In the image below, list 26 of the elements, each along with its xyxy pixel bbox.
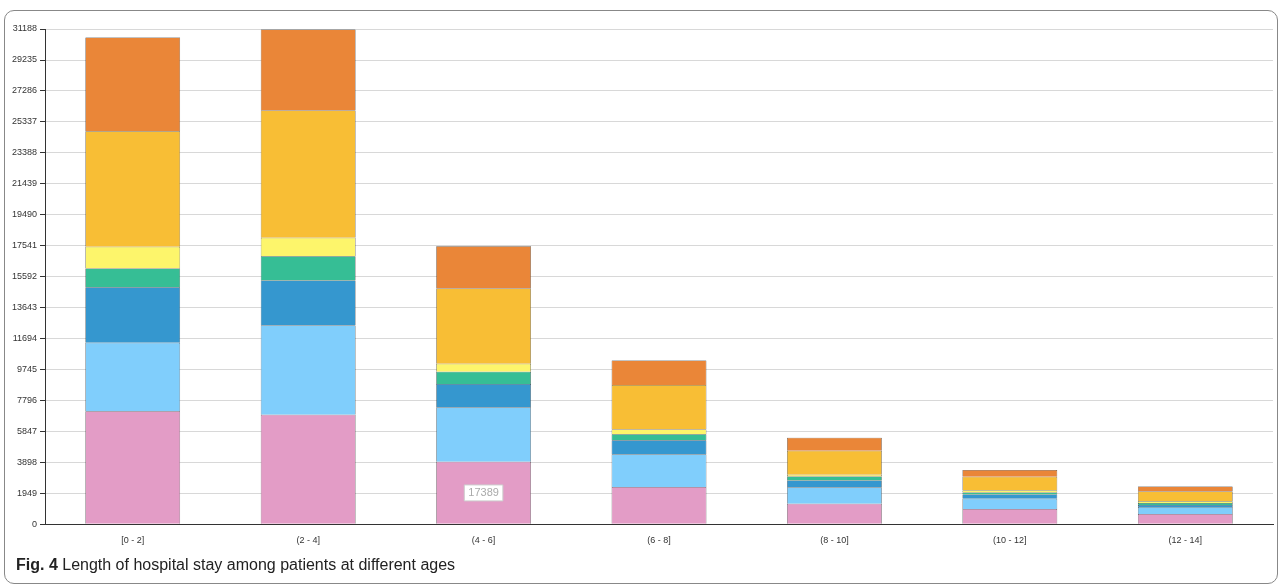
x-tick-label: (2 - 4] [296, 535, 320, 546]
x-tick-label: (4 - 6] [471, 535, 496, 546]
y-tick-label: 7796 [17, 394, 38, 405]
y-tick-label: 1949 [17, 487, 38, 498]
y-tick-label: 9745 [17, 363, 38, 374]
y-tick-label: 31188 [12, 23, 38, 34]
y-tick-label: 17541 [12, 240, 38, 251]
y-tick-label: 0 [32, 518, 38, 529]
y-tick-label: 23388 [12, 147, 38, 158]
y-tick-label: 11694 [12, 333, 38, 344]
y-tick-label: 3898 [17, 456, 38, 467]
y-tick-label: 13643 [12, 302, 38, 313]
x-tick-label: (12 - 14] [1168, 535, 1203, 546]
y-tick-label: 15592 [12, 271, 38, 282]
y-tick-label: 25337 [12, 116, 38, 127]
x-tick-label: (8 - 10] [820, 535, 849, 546]
annotation: 17389 [468, 485, 499, 498]
y-tick-label: 21439 [12, 178, 38, 189]
text: Fig. 4 Length of hospital stay among patients at different ages [16, 556, 456, 574]
y-tick-label: 29235 [12, 54, 38, 65]
x-tick-label: (10 - 12] [993, 535, 1027, 546]
x-tick-label: [0 - 2] [121, 535, 145, 546]
y-tick-label: 27286 [12, 85, 38, 96]
y-tick-label: 19490 [12, 209, 38, 220]
x-tick-label: (6 - 8] [647, 535, 671, 546]
y-tick-label: 5847 [17, 425, 38, 436]
